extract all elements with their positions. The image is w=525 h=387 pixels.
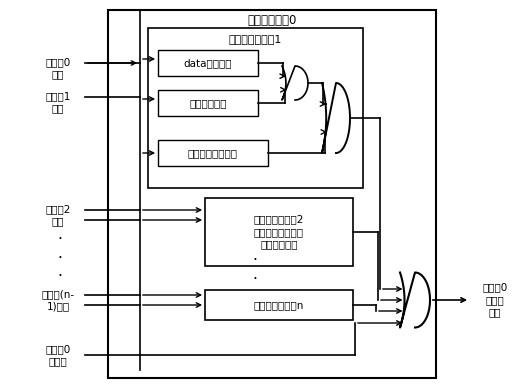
Text: 标签比较判别: 标签比较判别 <box>189 98 227 108</box>
Text: 写端口2
地址: 写端口2 地址 <box>45 204 71 226</box>
Text: 写使能产生器0: 写使能产生器0 <box>247 14 297 26</box>
Text: data比较判别: data比较判别 <box>184 58 232 68</box>
Bar <box>108 10 436 378</box>
Text: 写端口0
写使能: 写端口0 写使能 <box>45 344 71 366</box>
Text: 写端口0
地址: 写端口0 地址 <box>45 57 71 79</box>
Text: 写端口1
地址: 写端口1 地址 <box>45 91 71 113</box>
Bar <box>158 90 258 116</box>
Text: 写优先级比较器1: 写优先级比较器1 <box>229 34 282 44</box>
Bar <box>205 198 353 266</box>
Text: 写优先级比较器2
标签与数据其他范
式距离的判别: 写优先级比较器2 标签与数据其他范 式距离的判别 <box>254 215 304 249</box>
Text: ·
·: · · <box>253 253 257 287</box>
Text: 写端口0
生成写
使能: 写端口0 生成写 使能 <box>482 283 508 317</box>
Bar <box>148 28 363 188</box>
Text: 写优先级比较器n: 写优先级比较器n <box>254 300 304 310</box>
Text: 标签空间距离判别: 标签空间距离判别 <box>188 148 238 158</box>
Text: 写端口(n-
1)地址: 写端口(n- 1)地址 <box>41 289 75 311</box>
Text: ·
·
·: · · · <box>58 232 62 284</box>
Bar <box>158 50 258 76</box>
Bar <box>205 290 353 320</box>
Bar <box>158 140 268 166</box>
